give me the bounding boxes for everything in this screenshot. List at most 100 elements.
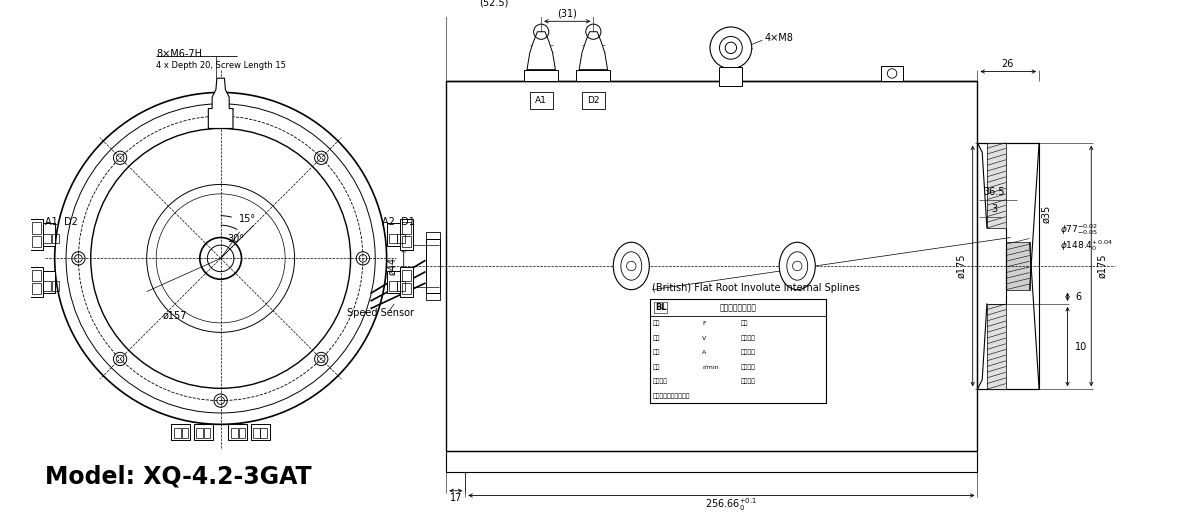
Text: r/min: r/min — [702, 365, 719, 370]
Bar — [228, 424, 247, 440]
Bar — [402, 270, 412, 281]
Bar — [978, 143, 1039, 389]
Bar — [52, 281, 60, 291]
Bar — [400, 220, 413, 250]
Text: BL: BL — [655, 303, 667, 312]
Text: 直流串并励电动机: 直流串并励电动机 — [720, 303, 756, 312]
Text: 26: 26 — [1002, 59, 1014, 69]
Bar — [172, 424, 191, 440]
Text: 4 x Depth 20, Screw Length 15: 4 x Depth 20, Screw Length 15 — [156, 62, 286, 70]
Text: ø44: ø44 — [388, 257, 397, 275]
Bar — [446, 451, 978, 472]
Ellipse shape — [779, 242, 815, 290]
Text: 30°: 30° — [227, 234, 245, 244]
Text: 4×M8: 4×M8 — [764, 33, 793, 44]
Bar — [524, 70, 558, 81]
Text: 电压: 电压 — [653, 336, 661, 341]
Text: 15°: 15° — [239, 213, 256, 224]
Bar — [40, 271, 55, 293]
Bar — [650, 299, 826, 316]
Bar — [397, 234, 404, 243]
Polygon shape — [527, 32, 556, 70]
Text: 出品编号: 出品编号 — [740, 350, 755, 356]
Bar — [52, 234, 60, 243]
Bar — [196, 428, 203, 438]
Bar — [232, 428, 238, 438]
Text: ø35: ø35 — [1042, 205, 1051, 223]
Bar — [30, 220, 43, 250]
Bar — [402, 283, 412, 294]
Text: 36.5: 36.5 — [984, 187, 1006, 197]
Text: 转速: 转速 — [653, 364, 661, 370]
Bar — [253, 428, 259, 438]
Text: Model: XQ-4.2-3GAT: Model: XQ-4.2-3GAT — [46, 464, 312, 488]
Ellipse shape — [613, 242, 649, 290]
Text: (52.5): (52.5) — [479, 0, 509, 7]
Bar — [986, 143, 1006, 228]
Text: A2  D1: A2 D1 — [382, 218, 415, 227]
Text: (British) Flat Root Involute Internal Splines: (British) Flat Root Involute Internal Sp… — [652, 283, 860, 293]
Text: 绝缘等级: 绝缘等级 — [653, 379, 668, 384]
Bar — [881, 66, 904, 81]
Text: 17: 17 — [450, 494, 462, 503]
Text: 电流: 电流 — [653, 350, 661, 356]
Bar — [576, 70, 611, 81]
Bar — [32, 235, 42, 247]
Bar — [400, 267, 413, 297]
Text: 品品编号: 品品编号 — [740, 364, 755, 370]
Bar — [402, 235, 412, 247]
Bar — [251, 424, 270, 440]
Bar — [204, 428, 210, 438]
Text: $\phi$77$^{-0.02}_{-0.05}$: $\phi$77$^{-0.02}_{-0.05}$ — [1060, 223, 1098, 238]
Bar — [30, 267, 43, 297]
Bar — [582, 92, 605, 109]
Bar — [426, 292, 439, 300]
Bar — [1006, 242, 1030, 290]
Text: 8×M6-7H: 8×M6-7H — [156, 49, 202, 60]
Circle shape — [710, 27, 751, 69]
Text: ø175: ø175 — [956, 254, 966, 278]
Bar — [986, 304, 1006, 389]
Text: ø157: ø157 — [163, 310, 187, 320]
Polygon shape — [580, 32, 607, 70]
Bar — [40, 223, 55, 246]
Bar — [32, 222, 42, 234]
Text: Speed Sensor: Speed Sensor — [347, 308, 414, 319]
Bar — [390, 281, 397, 291]
Bar — [32, 270, 42, 281]
Circle shape — [720, 36, 743, 59]
Bar — [446, 81, 978, 451]
Bar — [397, 281, 404, 291]
Text: 出品日期: 出品日期 — [740, 379, 755, 384]
Text: D2: D2 — [587, 96, 600, 106]
Text: (31): (31) — [557, 9, 577, 18]
Bar — [32, 283, 42, 294]
Bar — [426, 240, 439, 292]
Bar — [239, 428, 245, 438]
Text: A1: A1 — [535, 96, 547, 106]
Text: 型号: 型号 — [740, 321, 748, 326]
Text: 10: 10 — [1075, 342, 1087, 351]
Text: V: V — [702, 336, 707, 341]
Text: $\phi$148.4$^{+0.04}_{0}$: $\phi$148.4$^{+0.04}_{0}$ — [1060, 238, 1112, 252]
Bar — [194, 424, 214, 440]
Bar — [260, 428, 268, 438]
Bar — [386, 271, 402, 293]
Text: 常州宝罗电机有限公司: 常州宝罗电机有限公司 — [653, 393, 691, 399]
Text: A: A — [702, 350, 707, 355]
Text: 功率: 功率 — [653, 321, 661, 326]
Bar — [426, 232, 439, 240]
Bar — [43, 281, 50, 291]
Polygon shape — [209, 78, 233, 128]
Bar — [386, 223, 402, 246]
Text: 品牌型号: 品牌型号 — [740, 336, 755, 341]
Text: ø175: ø175 — [1098, 254, 1108, 278]
Text: A1  D2: A1 D2 — [46, 218, 78, 227]
Bar — [174, 428, 181, 438]
Bar — [720, 67, 743, 86]
Bar — [181, 428, 188, 438]
Text: F: F — [702, 321, 706, 326]
Text: 3: 3 — [991, 204, 997, 214]
Bar — [530, 92, 552, 109]
Bar — [43, 234, 50, 243]
